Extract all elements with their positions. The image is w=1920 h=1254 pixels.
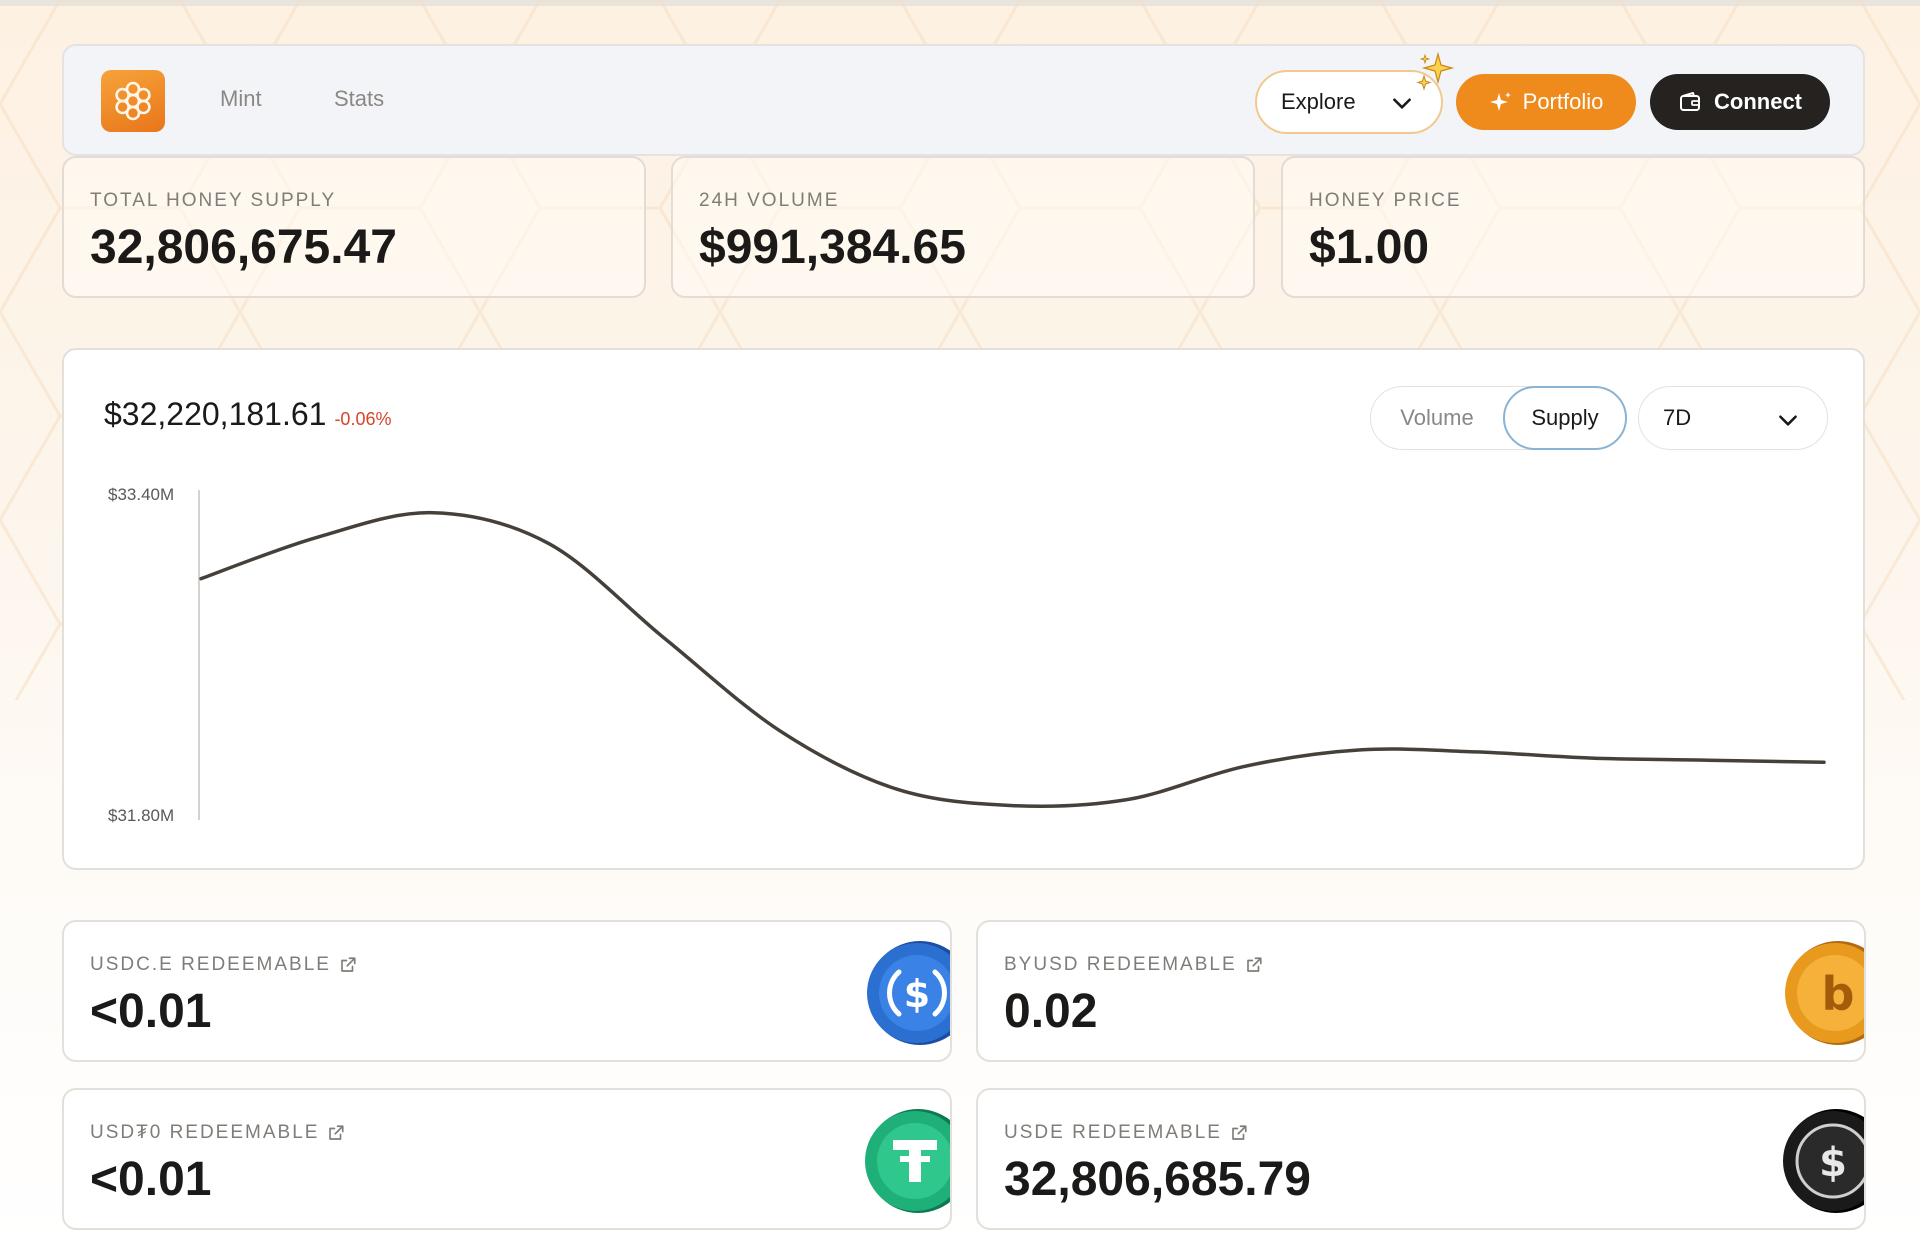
usde-coin-icon: $ <box>1783 1109 1864 1213</box>
redeem-label-text: USDE REDEEMABLE <box>1004 1122 1222 1143</box>
svg-text:b: b <box>1822 967 1855 1021</box>
data-point <box>662 636 668 642</box>
portfolio-button[interactable]: Portfolio <box>1456 74 1636 130</box>
supply-line-chart[interactable]: $33.40M $31.80M <box>64 350 1863 868</box>
explore-label: Explore <box>1281 89 1356 114</box>
usdc-coin-icon: $ <box>867 941 950 1045</box>
data-point <box>778 728 784 734</box>
redeem-value: 0.02 <box>1004 985 1098 1038</box>
stat-value: 32,806,675.47 <box>90 221 397 274</box>
redeem-label-link[interactable]: BYUSD REDEEMABLE <box>1004 954 1263 976</box>
redeem-card-byusd: BYUSD REDEEMABLE 0.02 b <box>976 920 1866 1062</box>
redeem-value: 32,806,685.79 <box>1004 1153 1311 1206</box>
data-point <box>1705 757 1711 763</box>
y-tick-label-max: $33.40M <box>108 485 174 504</box>
stat-card-total-supply: TOTAL HONEY SUPPLY 32,806,675.47 <box>62 156 646 298</box>
data-point <box>546 541 552 547</box>
svg-text:$: $ <box>904 972 930 1016</box>
supply-chart-card: $32,220,181.61 -0.06% Volume Supply 7D $… <box>62 348 1865 870</box>
redeem-card-usde: USDE REDEEMABLE 32,806,685.79 $ <box>976 1088 1866 1230</box>
toggle-supply[interactable]: Supply <box>1503 386 1627 450</box>
portfolio-label: Portfolio <box>1522 89 1604 114</box>
series-line <box>199 510 1826 809</box>
data-point <box>1357 747 1363 753</box>
redeem-label-text: BYUSD REDEEMABLE <box>1004 954 1237 975</box>
top-border <box>0 0 1920 6</box>
external-link-icon[interactable] <box>1230 1124 1248 1142</box>
chevron-down-icon <box>1393 98 1411 109</box>
redeem-label-text: USDC.E REDEEMABLE <box>90 954 331 975</box>
data-point <box>1473 749 1479 755</box>
honeycomb-logo-icon[interactable] <box>101 70 165 132</box>
nav-link-mint[interactable]: Mint <box>220 86 262 111</box>
redeem-label-link[interactable]: USDC.E REDEEMABLE <box>90 954 357 976</box>
toggle-volume[interactable]: Volume <box>1400 405 1474 430</box>
top-navbar: Mint Stats Explore Portfolio Connect <box>62 44 1865 156</box>
nav-link-stats[interactable]: Stats <box>334 86 385 111</box>
stat-label: 24H VOLUME <box>699 190 840 211</box>
data-point <box>1241 763 1247 769</box>
chart-change-percent: -0.06% <box>334 409 392 429</box>
stat-value: $1.00 <box>1309 221 1430 274</box>
connect-label: Connect <box>1714 89 1802 114</box>
data-point <box>198 576 204 582</box>
redeem-label-link[interactable]: USD₮0 REDEEMABLE <box>90 1122 345 1144</box>
data-point <box>430 510 436 516</box>
usdt0-coin-icon <box>865 1109 950 1213</box>
stat-card-honey-price: HONEY PRICE $1.00 <box>1281 156 1865 298</box>
chart-current-value: $32,220,181.61 <box>104 396 327 432</box>
redeem-label-link[interactable]: USDE REDEEMABLE <box>1004 1122 1248 1144</box>
data-point <box>1010 803 1016 809</box>
external-link-icon[interactable] <box>327 1124 345 1142</box>
stat-label: HONEY PRICE <box>1309 190 1462 211</box>
wallet-icon <box>1680 92 1700 111</box>
period-value: 7D <box>1663 405 1692 430</box>
sparkle-icon <box>1489 92 1511 111</box>
stat-label: TOTAL HONEY SUPPLY <box>90 190 337 211</box>
y-tick-label-min: $31.80M <box>108 806 174 825</box>
stat-card-24h-volume: 24H VOLUME $991,384.65 <box>671 156 1255 298</box>
redeem-value: <0.01 <box>90 985 212 1038</box>
explore-dropdown[interactable]: Explore <box>1255 70 1443 134</box>
data-point <box>1589 755 1595 761</box>
connect-wallet-button[interactable]: Connect <box>1650 74 1830 130</box>
chart-headline: $32,220,181.61 -0.06% <box>104 396 391 433</box>
redeem-value: <0.01 <box>90 1153 212 1206</box>
byusd-coin-icon: b <box>1785 941 1864 1045</box>
svg-text:$: $ <box>1819 1140 1847 1186</box>
metric-toggle: Volume Supply <box>1370 386 1627 450</box>
chevron-down-icon <box>1779 415 1797 426</box>
external-link-icon[interactable] <box>339 956 357 974</box>
data-point <box>1821 759 1827 765</box>
sparkles-icon <box>1416 52 1455 91</box>
redeem-label-text: USD₮0 REDEEMABLE <box>90 1122 320 1143</box>
data-point <box>894 786 900 792</box>
period-select[interactable]: 7D <box>1638 386 1828 450</box>
external-link-icon[interactable] <box>1245 956 1263 974</box>
data-point <box>1125 796 1131 802</box>
redeem-card-usdt0: USD₮0 REDEEMABLE <0.01 <box>62 1088 952 1230</box>
data-point <box>314 534 320 540</box>
redeem-card-usdce: USDC.E REDEEMABLE <0.01 $ <box>62 920 952 1062</box>
stat-value: $991,384.65 <box>699 221 966 274</box>
